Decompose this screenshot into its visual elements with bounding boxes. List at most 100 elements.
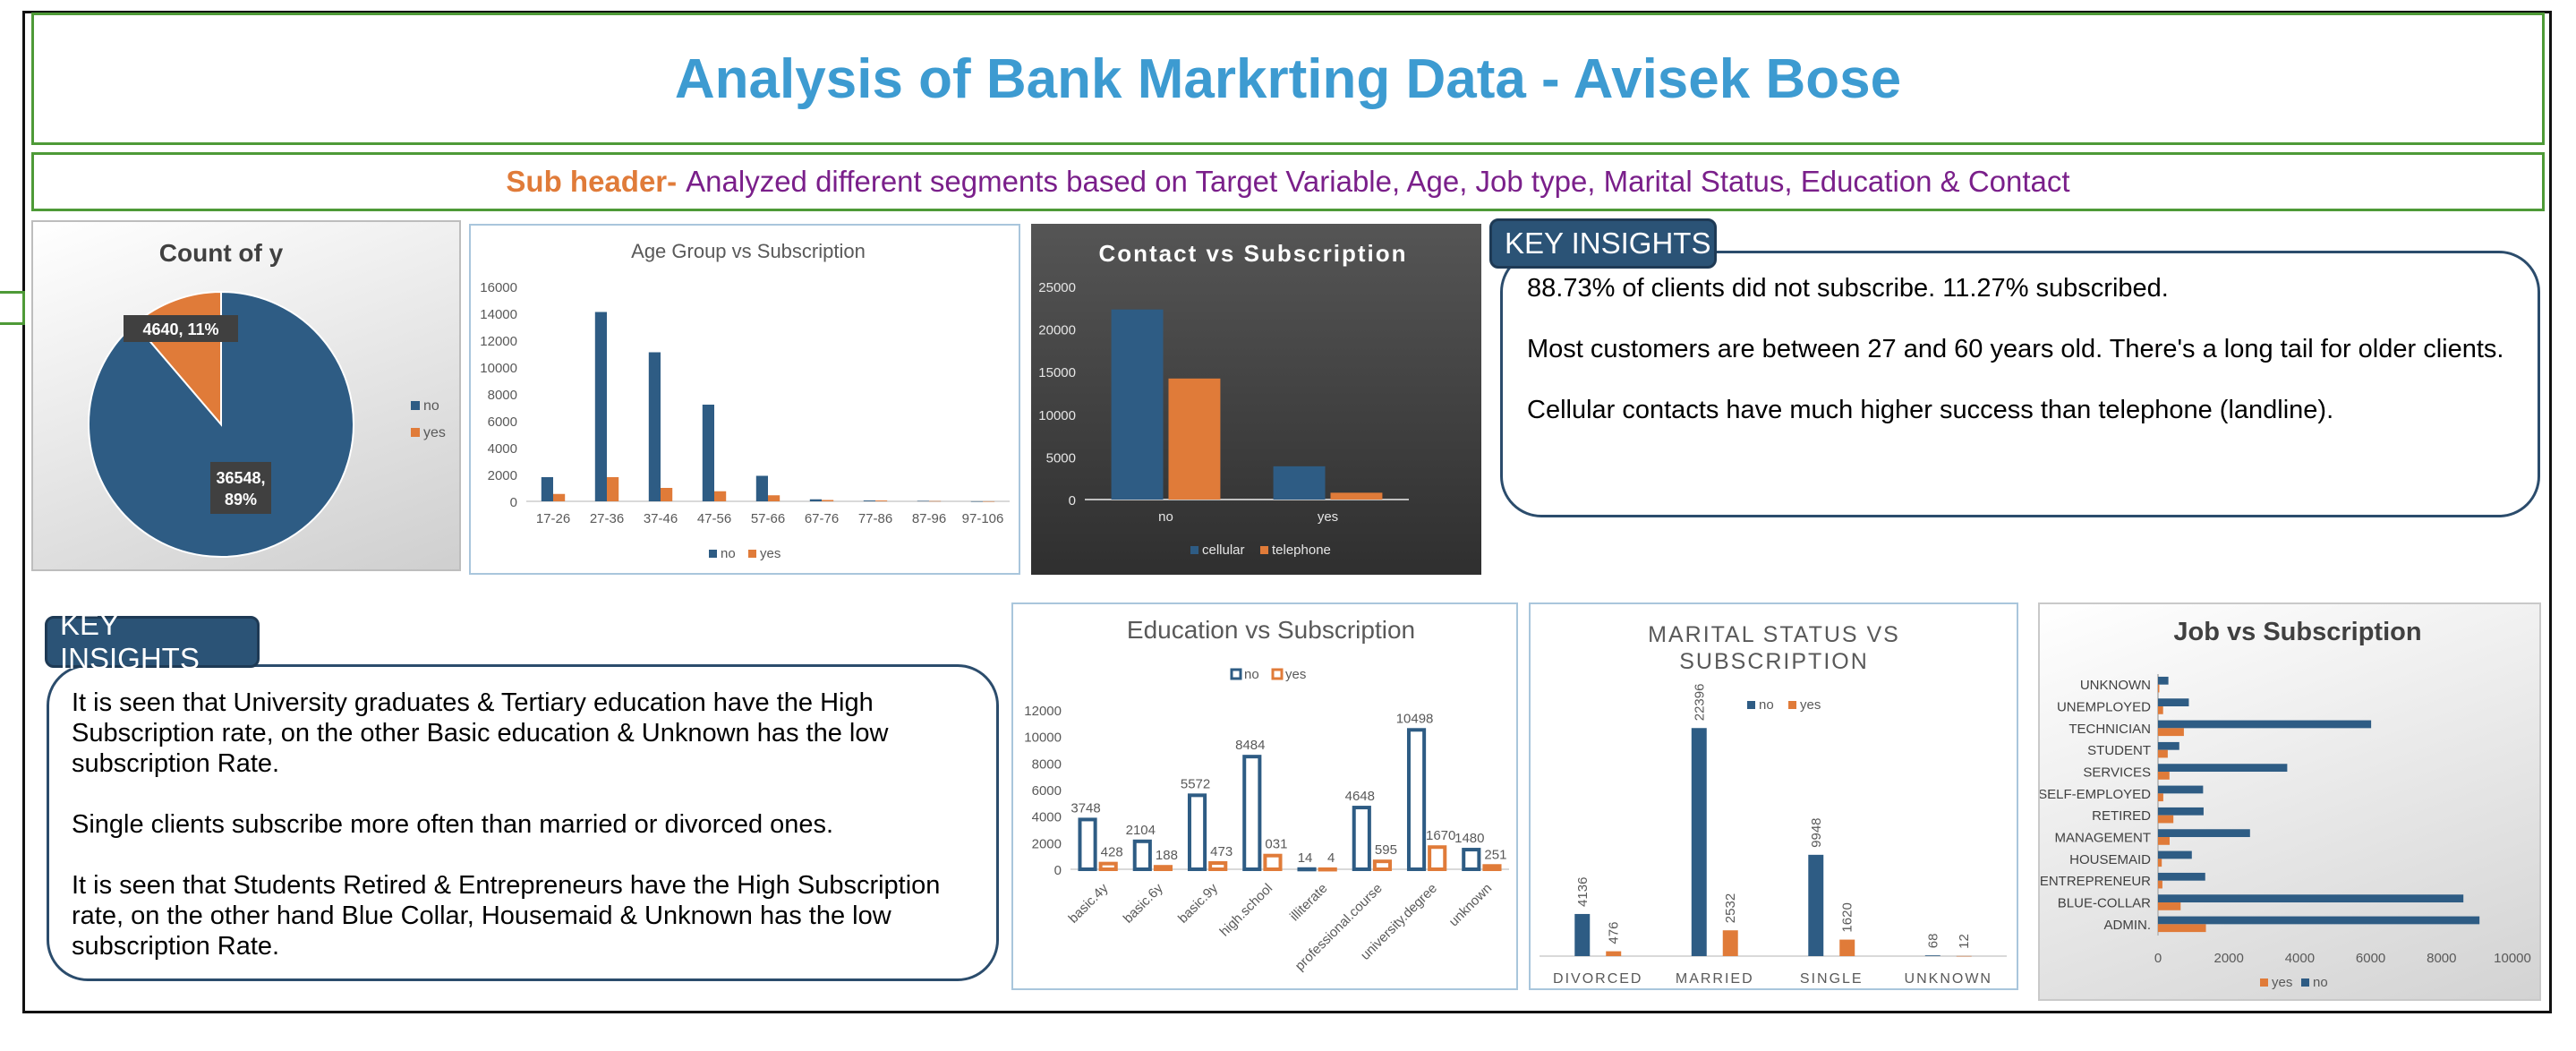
education-legend-swatch-no (1230, 668, 1242, 680)
education-xtick-1: basic.6y (1121, 880, 1166, 926)
job-ytick-10: BLUE-COLLAR (2058, 896, 2151, 911)
job-xtick-3: 6000 (2356, 951, 2385, 966)
age-xtick-8: 97-106 (962, 511, 1004, 526)
job-bar-yes-1 (2158, 706, 2163, 714)
job-ytick-4: SERVICES (2083, 765, 2151, 781)
insights-bottom-text: It is seen that University graduates & T… (72, 688, 967, 961)
job-title: Job vs Subscription (2173, 618, 2421, 646)
education-ytick-6: 12000 (1024, 704, 1062, 719)
contact-ytick-0: 0 (1069, 493, 1076, 508)
job-bar-no-7 (2158, 829, 2250, 838)
contact-bar-telephone-0 (1168, 378, 1221, 500)
insight-top-2: Most customers are between 27 and 60 yea… (1527, 335, 2504, 363)
insights-top-tab: KEY INSIGHTS (1489, 218, 1717, 269)
marital-chart-panel[interactable]: MARITAL STATUS VS SUBSCRIPTION no yes 4136 47… (1529, 602, 2018, 990)
education-bar-no-4 (1297, 867, 1317, 872)
insights-bottom-tab: KEY INSIGHTS (45, 608, 260, 675)
education-ytick-1: 2000 (1032, 836, 1062, 851)
contact-bar-cellular-0 (1111, 309, 1164, 500)
pie-legend-yes: yes (423, 425, 446, 440)
education-label-no-6: 10498 (1396, 711, 1434, 726)
education-chart-panel[interactable]: Education vs Subscription no yes 0 2000 4000 6… (1011, 602, 1518, 990)
job-bar-no-4 (2158, 764, 2288, 773)
age-bar-yes-5 (822, 500, 834, 501)
marital-bar-no-0 (1574, 913, 1591, 956)
education-bar-no-0 (1078, 817, 1097, 871)
marital-label-yes-1: 2532 (1723, 893, 1738, 923)
marital-label-yes-3: 12 (1957, 934, 1972, 949)
contact-xtick-1: yes (1318, 509, 1338, 525)
job-chart-panel[interactable]: Job vs Subscription 0 2000 4000 6000 8000 1000… (2038, 602, 2541, 1001)
job-xtick-5: 10000 (2494, 951, 2531, 966)
education-label-yes-6: 1670 (1426, 828, 1455, 843)
marital-label-no-1: 22396 (1692, 684, 1707, 722)
contact-chart-panel[interactable]: Contact vs Subscription 0 5000 10000 15000 20… (1031, 224, 1481, 575)
insights-top-text: 88.73% of clients did not subscribe. 11.… (1527, 273, 2521, 425)
job-ytick-7: MANAGEMENT (2054, 831, 2151, 846)
insight-bottom-1: It is seen that University graduates & T… (72, 688, 889, 778)
age-legend-swatch-no (709, 550, 717, 558)
education-bar-no-1 (1132, 839, 1152, 872)
insight-bottom-2: Single clients subscribe more often than… (72, 810, 834, 839)
education-xtick-0: basic.4y (1066, 880, 1112, 926)
job-bar-yes-10 (2158, 902, 2181, 910)
job-bar-no-3 (2158, 741, 2179, 750)
marital-label-no-0: 4136 (1575, 877, 1591, 907)
age-ytick-6: 12000 (480, 334, 517, 349)
insight-top-1: 88.73% of clients did not subscribe. 11.… (1527, 274, 2169, 303)
connector-bracket (0, 291, 25, 325)
pie-label-no-bg (210, 462, 271, 514)
job-bar-yes-3 (2158, 749, 2168, 758)
marital-legend-yes: yes (1800, 697, 1821, 713)
marital-legend-swatch-yes (1788, 701, 1796, 709)
job-bar-yes-6 (2158, 815, 2174, 824)
job-legend-no: no (2313, 975, 2328, 990)
education-ytick-5: 10000 (1024, 731, 1062, 746)
age-legend-swatch-yes (748, 550, 756, 558)
marital-bar-yes-2 (1839, 939, 1855, 956)
marital-bar-yes-3 (1956, 955, 1972, 957)
marital-xtick-2: SINGLE (1800, 971, 1864, 987)
job-bar-no-8 (2158, 850, 2192, 859)
age-bar-no-6 (863, 500, 875, 501)
education-legend-yes: yes (1285, 667, 1306, 682)
contact-ytick-3: 15000 (1038, 365, 1076, 380)
education-label-no-5: 4648 (1345, 789, 1375, 804)
age-xtick-2: 37-46 (644, 511, 678, 526)
job-legend-yes: yes (2272, 975, 2292, 990)
marital-label-yes-0: 476 (1607, 922, 1622, 944)
education-bar-yes-3 (1263, 853, 1283, 872)
job-xtick-2: 4000 (2285, 951, 2315, 966)
education-label-no-4: 14 (1298, 850, 1313, 866)
pie-legend-swatch-yes (411, 428, 420, 437)
education-bar-yes-5 (1372, 859, 1393, 871)
age-ytick-2: 4000 (488, 441, 517, 457)
marital-xtick-0: DIVORCED (1553, 971, 1642, 987)
age-title: Age Group vs Subscription (631, 240, 866, 262)
age-ytick-7: 14000 (480, 307, 517, 322)
education-label-yes-3: 031 (1265, 837, 1287, 852)
contact-legend-swatch-cellular (1190, 546, 1198, 554)
dashboard-frame (22, 11, 2552, 1013)
pie-chart-panel[interactable]: Count of y 4640, 11% 36548, 89% no yes (31, 220, 461, 571)
age-bar-no-3 (702, 405, 714, 501)
subheader-label: Sub header (506, 165, 668, 198)
education-ytick-2: 4000 (1032, 810, 1062, 825)
job-bar-yes-5 (2158, 793, 2163, 802)
education-label-yes-2: 473 (1210, 844, 1233, 859)
age-chart-svg: Age Group vs Subscription 0 2000 4000 6000 80… (480, 240, 1010, 561)
job-bar-yes-2 (2158, 728, 2184, 737)
education-label-yes-0: 428 (1101, 845, 1123, 860)
marital-label-yes-2: 1620 (1840, 902, 1855, 932)
age-bar-yes-7 (929, 500, 942, 502)
education-bar-no-2 (1187, 793, 1207, 871)
age-chart-panel[interactable]: Age Group vs Subscription 0 2000 4000 6000 80… (469, 224, 1020, 575)
job-bar-yes-11 (2158, 924, 2206, 933)
education-bar-yes-0 (1098, 861, 1118, 872)
education-legend-no: no (1244, 667, 1259, 682)
age-legend-no: no (721, 546, 736, 561)
age-bar-no-5 (809, 499, 822, 501)
education-label-no-2: 5572 (1181, 776, 1210, 791)
education-label-yes-7: 251 (1484, 847, 1506, 862)
